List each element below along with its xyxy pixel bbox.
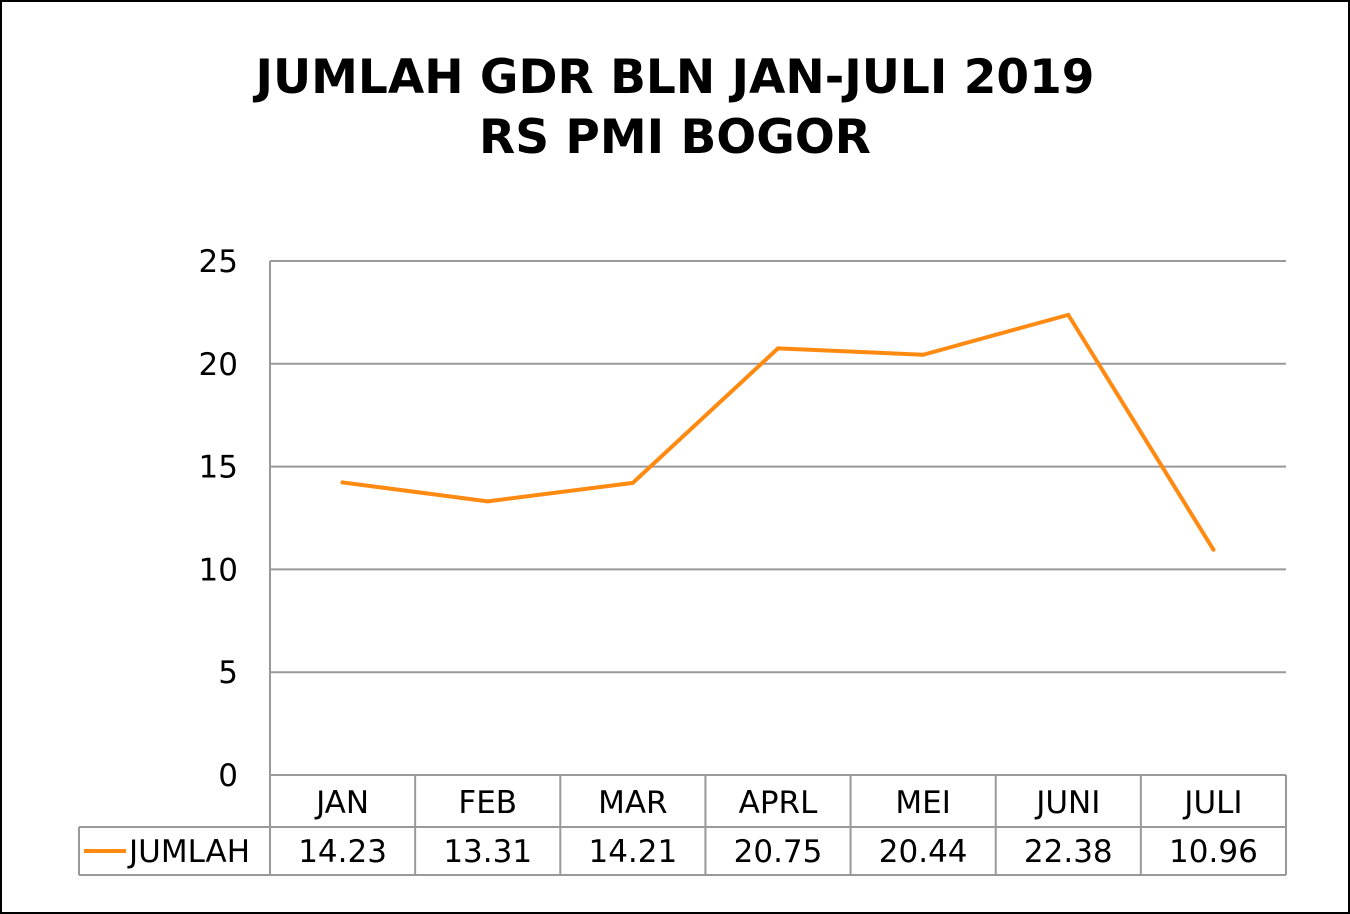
series-lines [340,312,1216,552]
data-point [630,480,635,485]
data-point [776,346,780,351]
data-table-value: 14.23 [298,834,387,870]
data-table-value: 20.75 [734,834,823,870]
x-tick-label: APRL [739,785,818,821]
y-tick-label: 10 [199,552,238,588]
data-table-value: 14.21 [588,834,677,870]
chart-title: JUMLAH GDR BLN JAN-JULI 2019 RS PMI BOGO… [0,48,1350,168]
data-table-value: 10.96 [1169,834,1258,870]
x-tick-label: JULI [1182,785,1242,821]
y-tick-label: 20 [199,347,238,383]
gridlines [269,260,1286,875]
x-tick-label: JUNI [1034,785,1100,821]
chart-title-line1: JUMLAH GDR BLN JAN-JULI 2019 [255,50,1095,105]
legend-label: JUMLAH [127,834,250,870]
x-tick-label: JAN [314,785,369,821]
y-axis-ticks: 0 5 10 15 20 25 [199,244,238,794]
data-point [921,352,926,357]
data-point [1211,547,1216,552]
y-tick-label: 15 [199,450,238,486]
y-tick-label: 25 [199,244,238,280]
y-tick-label: 5 [218,655,238,691]
data-table-value: 20.44 [879,834,968,870]
data-point [340,480,345,485]
data-point [485,499,490,504]
x-tick-label: FEB [458,785,517,821]
x-tick-label: MAR [598,785,668,821]
data-table: JAN FEB MAR APRL MEI JUNI JULI JUMLAH 14.23 13.31… [78,774,1287,876]
chart-subtitle: RS PMI BOGOR [479,110,871,165]
data-table-value: 13.31 [443,834,532,870]
data-table-value: 22.38 [1024,834,1113,870]
x-tick-label: MEI [895,785,950,821]
y-tick-label: 0 [218,758,238,794]
data-point [1066,312,1071,317]
